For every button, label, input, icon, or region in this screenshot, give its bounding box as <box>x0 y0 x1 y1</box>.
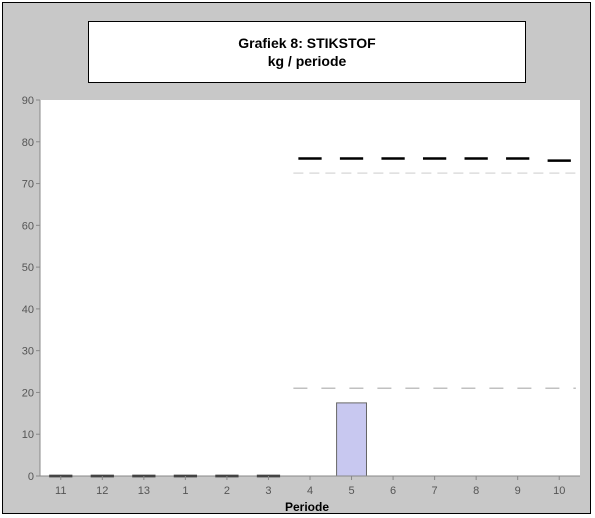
y-tick-label: 40 <box>22 304 34 316</box>
y-tick-label: 0 <box>28 471 34 483</box>
x-tick-label: 9 <box>515 485 521 497</box>
x-tick-label: 5 <box>348 485 354 497</box>
bars <box>336 402 367 477</box>
x-tick-label: 3 <box>265 485 271 497</box>
y-tick-label: 80 <box>22 137 34 149</box>
x-axis-ticks: 11 12 13 1 2 3 4 5 6 7 8 9 10 <box>55 476 565 497</box>
y-tick-label: 20 <box>22 387 34 399</box>
x-tick-label: 10 <box>553 485 565 497</box>
x-tick-label: 2 <box>224 485 230 497</box>
plot-area <box>40 100 580 476</box>
y-tick-label: 70 <box>22 179 34 191</box>
bar <box>336 402 367 477</box>
y-tick-label: 10 <box>22 429 34 441</box>
chart-subtitle: kg / periode <box>267 53 347 69</box>
x-tick-label: 4 <box>307 485 313 497</box>
x-tick-label: 11 <box>55 485 66 497</box>
y-tick-label: 50 <box>22 262 34 274</box>
x-tick-label: 8 <box>473 485 479 497</box>
x-tick-label: 1 <box>182 485 188 497</box>
x-tick-label: 7 <box>432 485 438 497</box>
y-tick-label: 30 <box>22 346 34 358</box>
chart-title: Grafiek 8: STIKSTOF <box>238 35 376 51</box>
chart-title-box: Grafiek 8: STIKSTOF kg / periode <box>88 21 526 83</box>
y-tick-label: 90 <box>22 95 34 107</box>
x-tick-label: 13 <box>138 485 150 497</box>
y-tick-label: 60 <box>22 220 34 232</box>
x-tick-label: 12 <box>96 485 108 497</box>
x-axis-label: Periode <box>285 500 329 514</box>
y-axis-ticks: 0 10 20 30 40 50 60 70 80 90 <box>22 95 40 483</box>
x-tick-label: 6 <box>390 485 396 497</box>
